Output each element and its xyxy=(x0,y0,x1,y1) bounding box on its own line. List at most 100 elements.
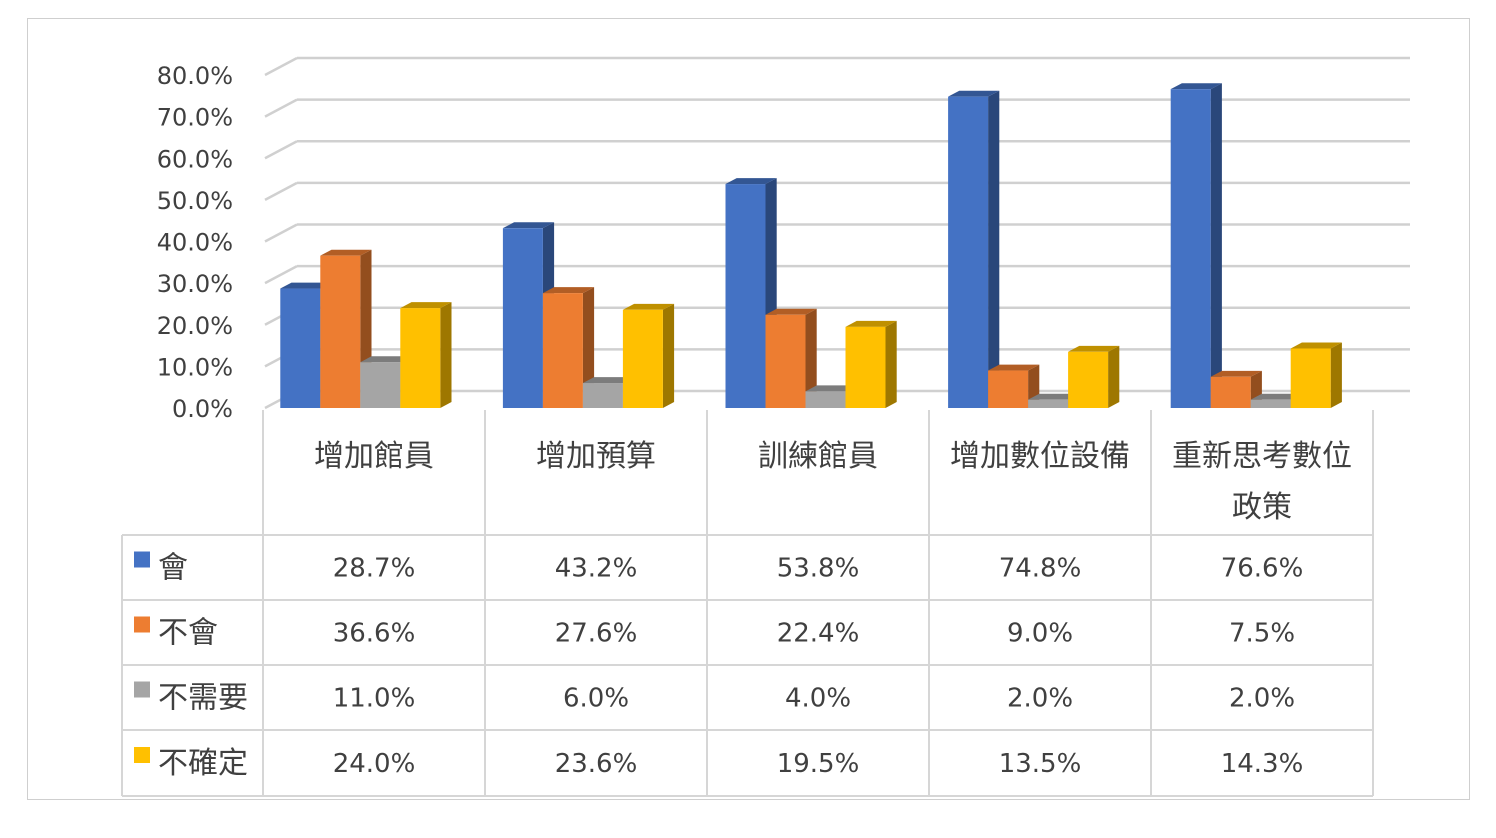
bar-top xyxy=(280,282,332,289)
bar-top xyxy=(582,377,635,384)
bar-side xyxy=(582,287,595,408)
bar-top xyxy=(400,302,452,309)
bar-4-5 xyxy=(1290,342,1342,408)
bar-top xyxy=(1290,342,1342,349)
data-label: 27.6% xyxy=(555,619,638,649)
data-label: 74.8% xyxy=(999,554,1082,584)
data-label: 36.6% xyxy=(333,619,416,649)
bar-front xyxy=(1290,348,1331,408)
bar-front xyxy=(948,96,989,409)
bar-front xyxy=(360,362,401,408)
bar-top xyxy=(1170,83,1222,90)
bar-top xyxy=(622,303,675,310)
bar-top xyxy=(948,90,1000,97)
bar-side xyxy=(1330,342,1342,408)
legend-key-1 xyxy=(134,551,150,568)
bar-front xyxy=(765,314,806,408)
bar-front xyxy=(1210,376,1251,408)
y-tick-label: 10.0% xyxy=(157,353,233,381)
data-label: 28.7% xyxy=(333,554,416,584)
bar-top xyxy=(360,356,412,363)
bar-side xyxy=(988,90,1000,408)
data-label: 9.0% xyxy=(1007,619,1073,649)
y-tick-label: 70.0% xyxy=(157,104,233,132)
gridline-side xyxy=(264,56,298,77)
y-axis-ticks: 0.0% 10.0% 20.0% 30.0% 40.0% 50.0% 60.0% 70.0% 8… xyxy=(157,62,233,423)
gridline-side xyxy=(264,140,298,160)
bar-front xyxy=(725,184,766,408)
bar-top xyxy=(542,287,595,294)
legend-label: 會 xyxy=(158,551,188,586)
bar-top xyxy=(845,320,897,327)
bar-side xyxy=(885,320,897,408)
bar-top xyxy=(765,308,817,315)
bar-side xyxy=(805,308,817,408)
bar-top xyxy=(1250,393,1302,400)
chart-frame xyxy=(27,18,1470,800)
data-label: 24.0% xyxy=(333,749,416,779)
legend-key-2 xyxy=(134,616,150,633)
legend-label: 不確定 xyxy=(158,746,248,781)
category-label: 政策 xyxy=(1232,490,1292,525)
data-label: 2.0% xyxy=(1007,684,1073,714)
bar-front xyxy=(542,293,583,408)
legend-label: 不會 xyxy=(158,616,218,651)
data-label: 19.5% xyxy=(777,749,860,779)
data-label: 11.0% xyxy=(333,684,416,714)
bar-front xyxy=(622,309,663,408)
gridline-side xyxy=(264,181,298,201)
category-label: 增加數位設備 xyxy=(950,439,1130,474)
bar-top xyxy=(988,364,1040,371)
bar-4-4 xyxy=(1068,345,1120,408)
bar-front xyxy=(502,228,543,408)
data-label: 7.5% xyxy=(1229,619,1295,649)
bar-front xyxy=(280,288,321,408)
data-label: 6.0% xyxy=(563,684,629,714)
y-tick-label: 60.0% xyxy=(157,145,233,173)
y-tick-label: 50.0% xyxy=(157,187,233,215)
data-label: 53.8% xyxy=(777,554,860,584)
bar-front xyxy=(582,383,623,408)
y-tick-label: 30.0% xyxy=(157,270,233,298)
data-label: 76.6% xyxy=(1221,554,1304,584)
bar-side xyxy=(1210,83,1222,408)
bar-front xyxy=(1170,89,1211,408)
bar-top xyxy=(725,178,777,185)
bar-2-3 xyxy=(765,308,817,408)
bar-1-4 xyxy=(948,90,1000,409)
bar-top xyxy=(1210,370,1262,377)
category-label: 訓練館員 xyxy=(758,439,878,474)
bars xyxy=(280,83,1342,409)
bar-top xyxy=(320,249,372,256)
bar-front xyxy=(1028,399,1069,408)
category-label: 增加預算 xyxy=(536,439,656,474)
legend-label: 不需要 xyxy=(158,681,248,716)
data-label: 13.5% xyxy=(999,749,1082,779)
bar-front xyxy=(400,308,441,408)
y-tick-label: 40.0% xyxy=(157,229,233,257)
bar-front xyxy=(1250,399,1291,408)
category-label: 增加館員 xyxy=(314,439,434,474)
bar-front xyxy=(1068,351,1109,408)
bar-4-2 xyxy=(622,303,675,408)
category-label: 重新思考數位 xyxy=(1172,439,1352,474)
bar-side xyxy=(440,302,452,408)
data-label: 43.2% xyxy=(555,554,638,584)
bar-top xyxy=(1028,393,1080,400)
y-tick-label: 80.0% xyxy=(157,62,233,90)
bar-side xyxy=(662,303,675,408)
gridlines xyxy=(264,56,1410,410)
data-label: 4.0% xyxy=(785,684,851,714)
bar-top xyxy=(1068,345,1120,352)
bar-front xyxy=(845,326,886,408)
gridline-side xyxy=(264,98,298,118)
bar-1-5 xyxy=(1170,83,1222,408)
bar-2-2 xyxy=(542,287,595,408)
data-label: 23.6% xyxy=(555,749,638,779)
bar-4-3 xyxy=(845,320,897,408)
legend-key-4 xyxy=(134,747,150,763)
gridline-side xyxy=(264,223,298,243)
legend-key-3 xyxy=(134,681,150,698)
